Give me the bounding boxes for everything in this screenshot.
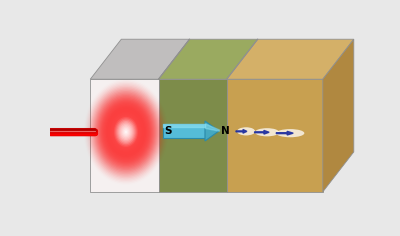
Ellipse shape [110, 111, 142, 152]
Ellipse shape [94, 91, 158, 173]
Ellipse shape [114, 117, 138, 147]
Ellipse shape [125, 131, 127, 133]
Ellipse shape [255, 128, 279, 136]
Ellipse shape [276, 129, 304, 137]
Ellipse shape [94, 92, 158, 171]
Ellipse shape [111, 113, 141, 151]
Ellipse shape [113, 116, 139, 148]
Polygon shape [227, 79, 323, 192]
Ellipse shape [90, 87, 162, 177]
Text: S: S [165, 126, 172, 136]
Polygon shape [205, 121, 219, 141]
Ellipse shape [98, 97, 154, 167]
Polygon shape [158, 79, 227, 192]
Ellipse shape [122, 126, 130, 137]
Ellipse shape [108, 109, 144, 155]
Ellipse shape [92, 90, 160, 174]
Ellipse shape [103, 103, 149, 160]
Ellipse shape [99, 98, 153, 166]
Ellipse shape [89, 86, 163, 178]
Ellipse shape [102, 102, 150, 162]
Ellipse shape [100, 99, 152, 165]
Polygon shape [158, 39, 258, 79]
FancyArrow shape [276, 131, 293, 135]
Polygon shape [227, 39, 354, 79]
FancyArrow shape [236, 130, 247, 133]
Ellipse shape [123, 128, 129, 136]
Ellipse shape [120, 125, 131, 139]
Ellipse shape [118, 122, 134, 141]
Ellipse shape [108, 110, 143, 154]
Text: N: N [222, 126, 230, 136]
Ellipse shape [117, 121, 135, 143]
Ellipse shape [97, 95, 155, 169]
Ellipse shape [112, 114, 140, 150]
FancyArrow shape [255, 131, 269, 134]
Polygon shape [163, 124, 205, 138]
Ellipse shape [104, 105, 148, 159]
Polygon shape [90, 39, 190, 79]
Polygon shape [323, 39, 354, 192]
Ellipse shape [115, 118, 137, 146]
Ellipse shape [120, 124, 132, 140]
Ellipse shape [124, 129, 128, 135]
Polygon shape [90, 79, 158, 192]
Ellipse shape [91, 88, 161, 176]
Ellipse shape [116, 120, 136, 144]
Ellipse shape [106, 107, 146, 156]
Ellipse shape [101, 101, 151, 163]
Ellipse shape [105, 106, 146, 158]
Ellipse shape [96, 94, 156, 170]
Ellipse shape [237, 127, 255, 135]
